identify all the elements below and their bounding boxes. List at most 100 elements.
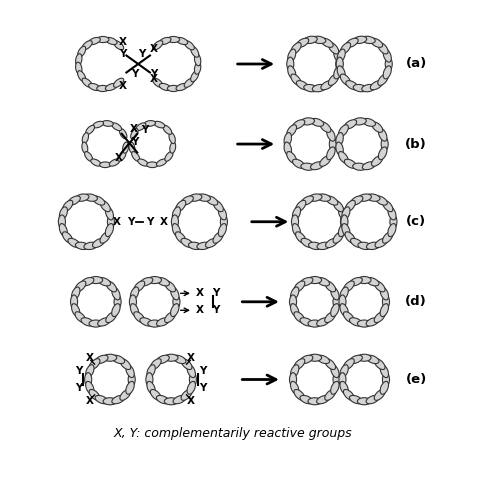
Ellipse shape	[93, 122, 104, 128]
Ellipse shape	[164, 354, 178, 362]
Ellipse shape	[156, 159, 167, 166]
Ellipse shape	[362, 84, 375, 92]
Text: Y: Y	[199, 366, 206, 376]
Ellipse shape	[350, 278, 362, 286]
Ellipse shape	[150, 358, 161, 370]
Ellipse shape	[294, 390, 305, 400]
Text: Y: Y	[119, 48, 126, 58]
Ellipse shape	[308, 320, 321, 327]
Ellipse shape	[321, 80, 333, 90]
Ellipse shape	[89, 276, 103, 283]
Ellipse shape	[98, 278, 110, 286]
Ellipse shape	[147, 364, 155, 378]
Ellipse shape	[289, 295, 297, 308]
Ellipse shape	[366, 318, 379, 326]
Ellipse shape	[118, 152, 126, 162]
Ellipse shape	[218, 207, 226, 220]
Ellipse shape	[358, 194, 371, 202]
Ellipse shape	[176, 200, 186, 211]
Ellipse shape	[63, 232, 73, 243]
Ellipse shape	[189, 372, 196, 386]
Ellipse shape	[93, 238, 105, 248]
Ellipse shape	[337, 49, 345, 62]
Ellipse shape	[291, 74, 301, 86]
Ellipse shape	[168, 86, 179, 91]
Ellipse shape	[350, 318, 362, 326]
Text: X: X	[160, 216, 168, 226]
Ellipse shape	[337, 66, 345, 79]
Ellipse shape	[294, 358, 305, 370]
Ellipse shape	[165, 152, 173, 162]
Ellipse shape	[342, 207, 350, 220]
Ellipse shape	[188, 194, 202, 202]
Ellipse shape	[132, 152, 140, 162]
Ellipse shape	[383, 232, 393, 243]
Ellipse shape	[112, 355, 125, 364]
Ellipse shape	[173, 355, 186, 364]
Ellipse shape	[153, 78, 163, 88]
Ellipse shape	[344, 120, 356, 129]
Ellipse shape	[112, 304, 120, 316]
Ellipse shape	[292, 207, 301, 220]
Ellipse shape	[379, 128, 387, 141]
Ellipse shape	[357, 320, 371, 327]
Ellipse shape	[84, 194, 98, 202]
Ellipse shape	[181, 390, 192, 400]
Ellipse shape	[308, 398, 321, 405]
Ellipse shape	[168, 36, 179, 43]
Ellipse shape	[123, 142, 129, 153]
Ellipse shape	[126, 364, 134, 378]
Ellipse shape	[334, 49, 342, 62]
Text: X: X	[112, 216, 120, 226]
Ellipse shape	[345, 200, 355, 211]
Ellipse shape	[284, 142, 291, 156]
Ellipse shape	[159, 38, 171, 44]
Ellipse shape	[154, 122, 165, 128]
Ellipse shape	[328, 42, 339, 54]
Ellipse shape	[165, 281, 176, 292]
Ellipse shape	[287, 152, 297, 164]
Ellipse shape	[106, 84, 117, 90]
Ellipse shape	[357, 398, 371, 405]
Ellipse shape	[100, 162, 111, 168]
Text: Y: Y	[131, 70, 138, 80]
Ellipse shape	[325, 358, 336, 370]
Ellipse shape	[358, 242, 371, 250]
Ellipse shape	[383, 66, 391, 79]
Ellipse shape	[331, 287, 339, 300]
Ellipse shape	[352, 118, 366, 125]
Ellipse shape	[301, 196, 314, 205]
Text: Y: Y	[75, 366, 82, 376]
Ellipse shape	[366, 194, 380, 202]
Ellipse shape	[85, 372, 92, 386]
Ellipse shape	[294, 312, 305, 322]
Ellipse shape	[134, 281, 145, 292]
Ellipse shape	[353, 36, 367, 44]
Ellipse shape	[106, 224, 113, 236]
Ellipse shape	[70, 295, 77, 308]
Ellipse shape	[112, 396, 125, 404]
Ellipse shape	[82, 142, 88, 153]
Ellipse shape	[206, 196, 218, 205]
Ellipse shape	[77, 46, 86, 58]
Ellipse shape	[388, 224, 396, 236]
Ellipse shape	[300, 396, 313, 404]
Ellipse shape	[131, 128, 138, 139]
Ellipse shape	[333, 372, 340, 386]
Ellipse shape	[370, 80, 383, 90]
Ellipse shape	[91, 159, 101, 166]
Ellipse shape	[138, 159, 148, 166]
Text: X: X	[86, 396, 94, 406]
Ellipse shape	[336, 57, 343, 71]
Ellipse shape	[345, 232, 355, 243]
Ellipse shape	[287, 57, 294, 71]
Ellipse shape	[288, 49, 296, 62]
Ellipse shape	[308, 354, 321, 362]
Ellipse shape	[197, 242, 211, 250]
Text: X: X	[118, 37, 126, 47]
Ellipse shape	[109, 159, 120, 166]
Ellipse shape	[341, 215, 348, 228]
Ellipse shape	[120, 358, 131, 370]
Ellipse shape	[173, 224, 180, 236]
Ellipse shape	[187, 364, 195, 378]
